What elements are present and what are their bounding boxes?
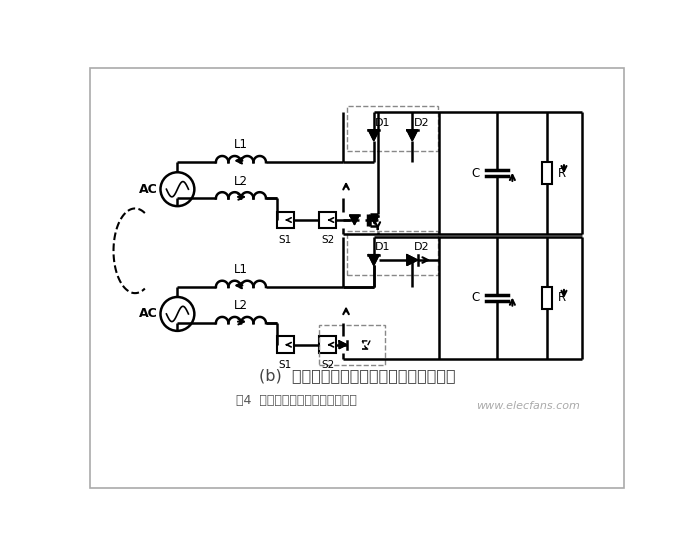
Text: 图4  各点与输入地之间的电压波形: 图4 各点与输入地之间的电压波形	[236, 394, 357, 408]
Bar	[347, 106, 438, 151]
Bar	[158, 233, 597, 362]
Text: S1: S1	[279, 360, 292, 370]
Text: S2: S2	[321, 235, 334, 245]
Text: L1: L1	[234, 263, 248, 276]
Text: S2: S2	[321, 360, 334, 370]
Bar	[542, 162, 551, 184]
Bar	[319, 336, 336, 353]
Bar	[158, 108, 597, 238]
Text: L2: L2	[234, 175, 248, 188]
Polygon shape	[371, 216, 378, 224]
Text: (b)  输入电压为负半周期时的两种工作模式: (b) 输入电压为负半周期时的两种工作模式	[259, 368, 455, 383]
Polygon shape	[407, 130, 418, 141]
Bar	[347, 231, 438, 276]
Text: D1: D1	[375, 118, 391, 128]
Bar	[277, 212, 293, 228]
Bar	[277, 336, 293, 353]
Polygon shape	[407, 255, 418, 266]
Polygon shape	[369, 255, 379, 266]
Text: D1: D1	[375, 243, 391, 252]
Text: L1: L1	[234, 139, 248, 151]
Text: C: C	[472, 292, 480, 304]
Polygon shape	[369, 130, 379, 141]
Text: AC: AC	[139, 183, 158, 196]
Text: S1: S1	[279, 235, 292, 245]
Text: D2: D2	[414, 243, 429, 252]
Text: C: C	[472, 167, 480, 179]
Bar	[319, 212, 336, 228]
Polygon shape	[350, 216, 359, 224]
Bar	[319, 324, 385, 365]
Text: www.elecfans.com: www.elecfans.com	[476, 402, 580, 411]
Text: R: R	[558, 167, 566, 179]
Text: L2: L2	[234, 299, 248, 312]
Bar	[542, 287, 551, 309]
Text: D2: D2	[414, 118, 429, 128]
Polygon shape	[339, 341, 347, 349]
Text: R: R	[558, 292, 566, 304]
Text: AC: AC	[139, 307, 158, 321]
